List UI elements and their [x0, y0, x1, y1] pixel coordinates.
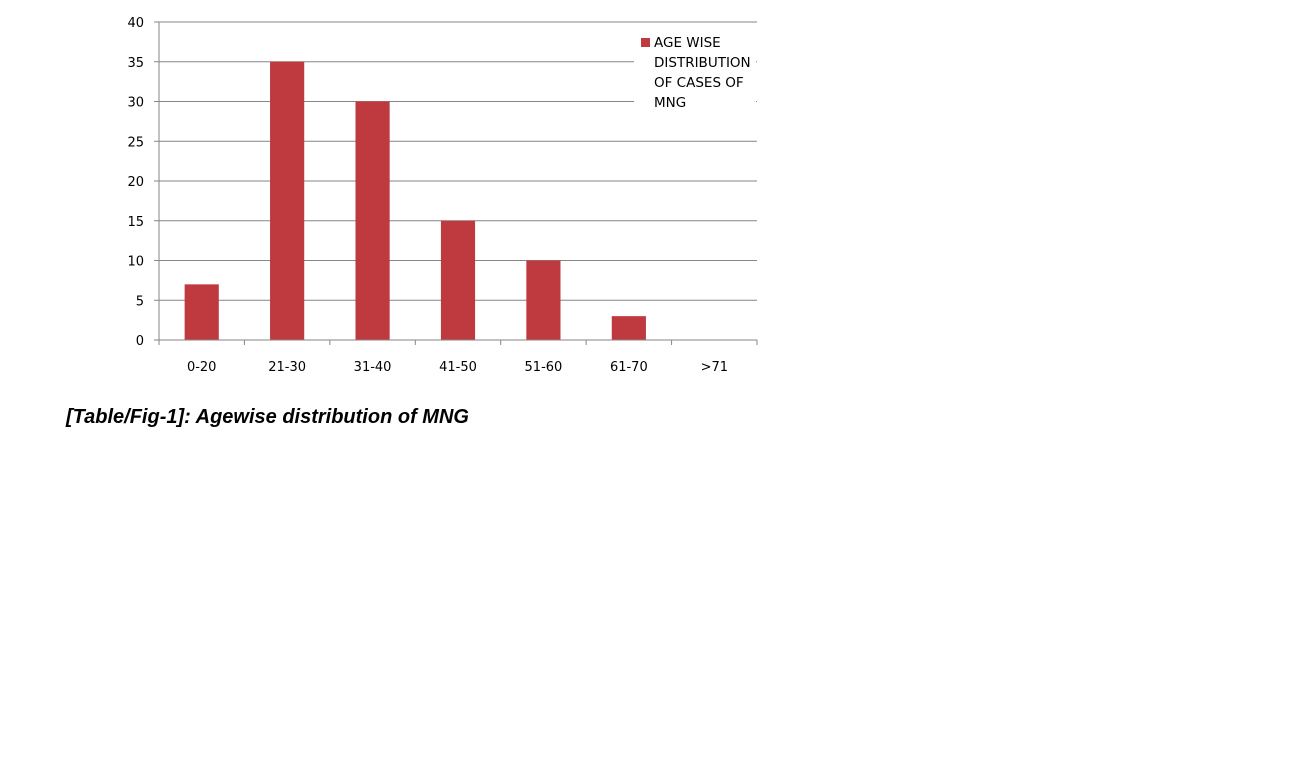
y-tick-label: 30 — [127, 96, 144, 111]
x-tick-label: 51-60 — [525, 360, 563, 375]
x-tick-label: 21-30 — [268, 360, 306, 375]
x-tick-label: 31-40 — [354, 360, 392, 375]
legend-background — [634, 30, 756, 114]
bars — [184, 61, 646, 340]
legend-label-line: MNG — [654, 95, 686, 111]
legend: AGE WISE DISTRIBUTION OF CASES OF MNG — [634, 30, 756, 114]
bar — [526, 260, 561, 340]
bar-chart: 0 5 10 15 20 25 30 35 40 0-20 21-30 31-40 41-50 51-6… — [127, 16, 758, 375]
y-tick-label: 20 — [127, 175, 144, 190]
bar — [270, 61, 305, 340]
x-tick-label: 61-70 — [610, 360, 648, 375]
y-tick-labels: 0 5 10 15 20 25 30 35 40 — [127, 16, 144, 349]
bar — [355, 101, 390, 340]
x-tick-label: >71 — [701, 360, 728, 375]
y-tick-label: 35 — [127, 56, 144, 71]
legend-label-line: OF CASES OF — [654, 75, 744, 91]
y-tick-label: 40 — [127, 16, 144, 31]
y-tick-label: 15 — [127, 215, 144, 230]
legend-label-line: AGE WISE — [654, 35, 721, 51]
y-tick-label: 10 — [127, 255, 144, 270]
x-tick-labels: 0-20 21-30 31-40 41-50 51-60 61-70 >71 — [187, 360, 728, 375]
bar — [611, 316, 646, 340]
bar — [440, 220, 476, 340]
y-tick-label: 25 — [127, 135, 144, 150]
y-tick-label: 5 — [136, 294, 144, 309]
bar — [184, 284, 219, 340]
x-tick-label: 41-50 — [439, 360, 477, 375]
legend-label-line: DISTRIBUTION — [654, 55, 751, 71]
x-tick-label: 0-20 — [187, 360, 217, 375]
axes — [158, 22, 757, 341]
legend-swatch — [641, 38, 650, 47]
figure-caption: [Table/Fig-1]: Agewise distribution of M… — [66, 406, 469, 428]
y-tick-label: 0 — [136, 334, 144, 349]
